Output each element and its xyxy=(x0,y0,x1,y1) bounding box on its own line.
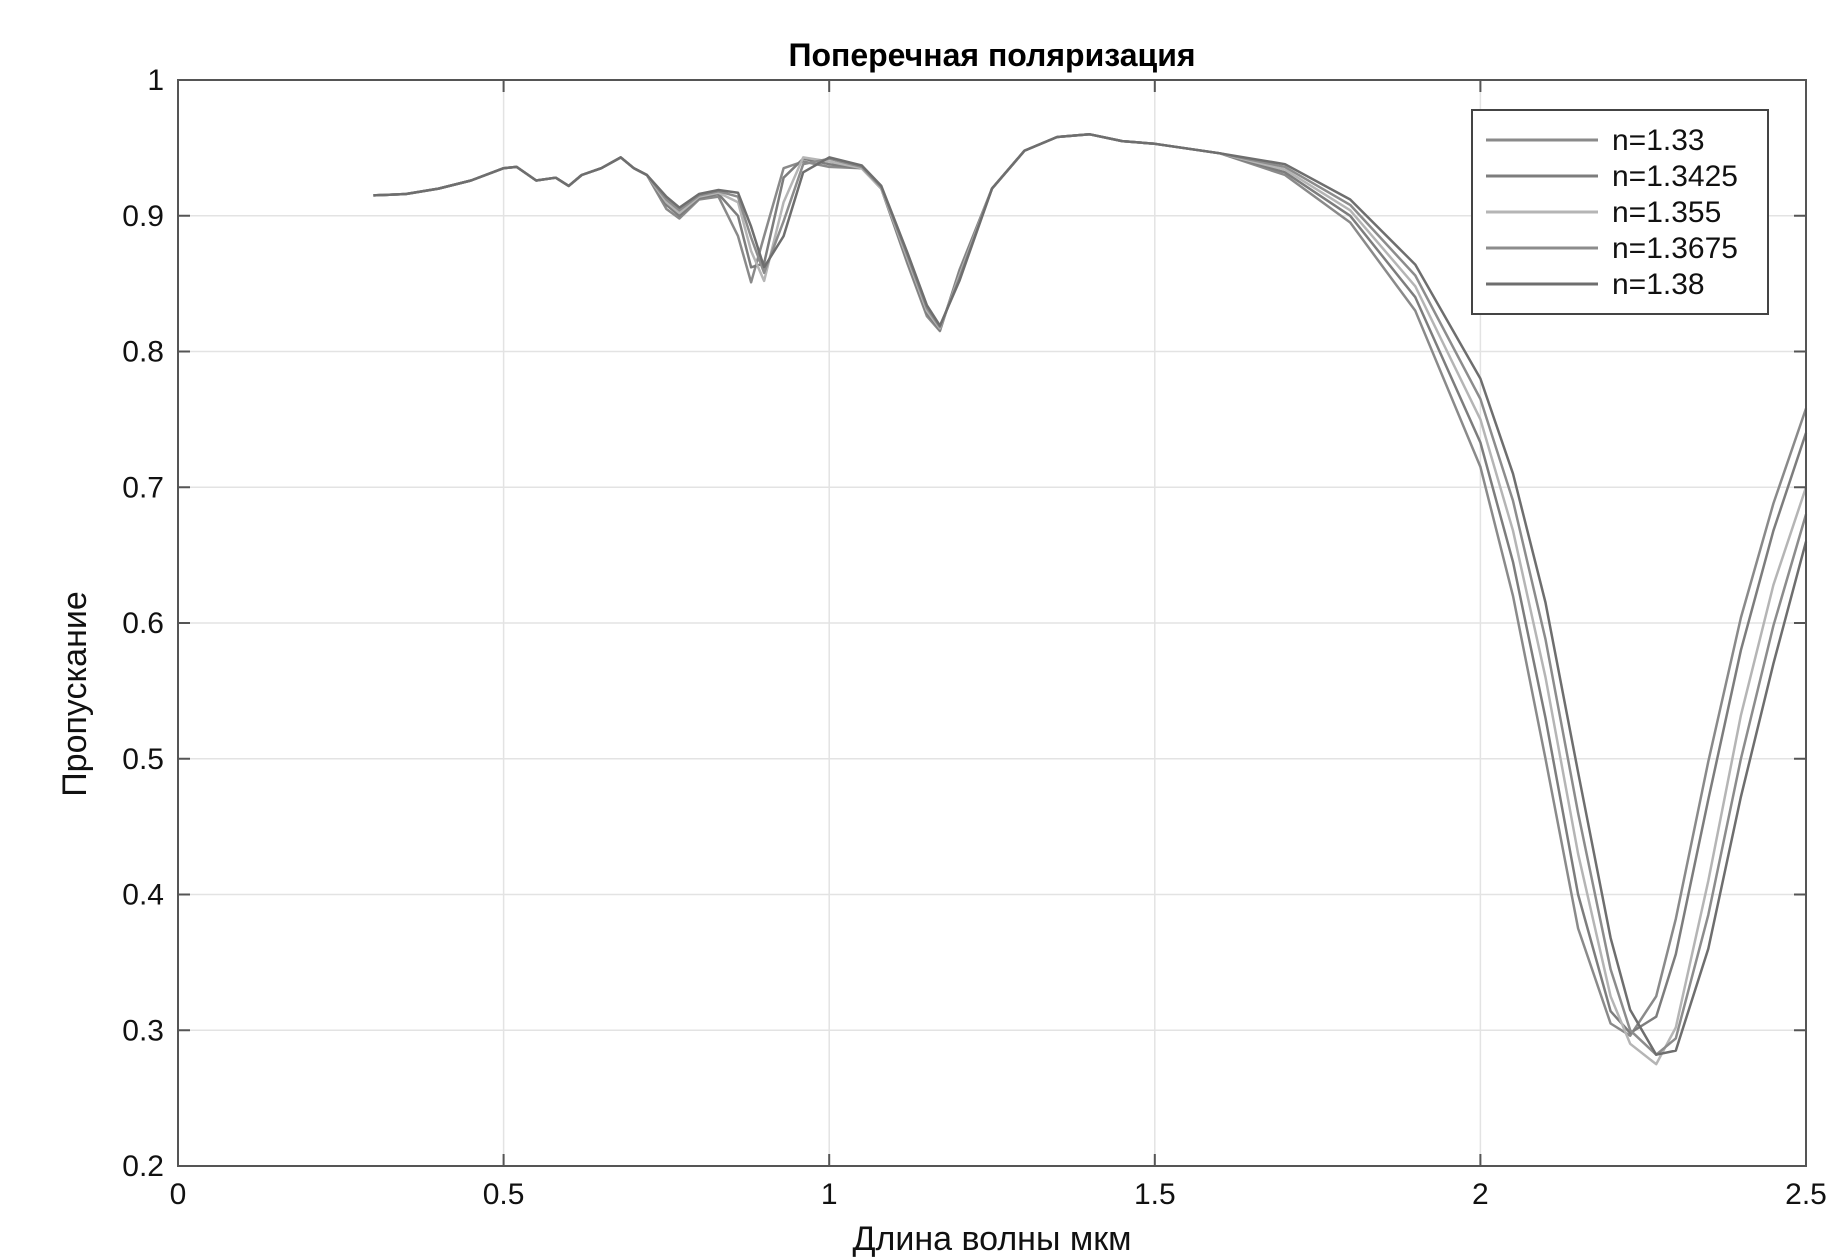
y-axis-title: Пропускание xyxy=(56,591,94,797)
x-tick-label: 0 xyxy=(170,1178,187,1211)
x-axis-title: Длина волны мкм xyxy=(853,1220,1132,1258)
y-tick-label: 0.5 xyxy=(122,743,164,776)
legend-label: n=1.3675 xyxy=(1612,232,1738,265)
y-tick-label: 0.2 xyxy=(122,1150,164,1183)
chart-title: Поперечная поляризация xyxy=(788,37,1195,73)
legend-label: n=1.38 xyxy=(1612,268,1705,301)
y-tick-label: 0.3 xyxy=(122,1014,164,1047)
y-tick-label: 0.8 xyxy=(122,336,164,369)
y-tick-label: 0.6 xyxy=(122,607,164,640)
series-lines xyxy=(373,133,1808,1066)
y-tick-label: 0.9 xyxy=(122,200,164,233)
y-tick-label: 1 xyxy=(147,64,164,97)
x-tick-label: 2.5 xyxy=(1785,1178,1827,1211)
ticks: 0 0.5 1 1.5 2 2.5 0.2 0.3 0.4 0.5 0.6 0.7 0.8 0.9 1 xyxy=(122,64,1827,1211)
x-tick-label: 0.5 xyxy=(483,1178,525,1211)
x-tick-label: 2 xyxy=(1472,1178,1489,1211)
legend-label: n=1.355 xyxy=(1612,196,1721,229)
series-line xyxy=(373,133,1808,1056)
legend-label: n=1.3425 xyxy=(1612,160,1738,193)
y-tick-label: 0.4 xyxy=(122,879,164,912)
x-tick-label: 1 xyxy=(821,1178,838,1211)
y-tick-label: 0.7 xyxy=(122,471,164,504)
legend-label: n=1.33 xyxy=(1612,124,1705,157)
x-tick-label: 1.5 xyxy=(1134,1178,1176,1211)
